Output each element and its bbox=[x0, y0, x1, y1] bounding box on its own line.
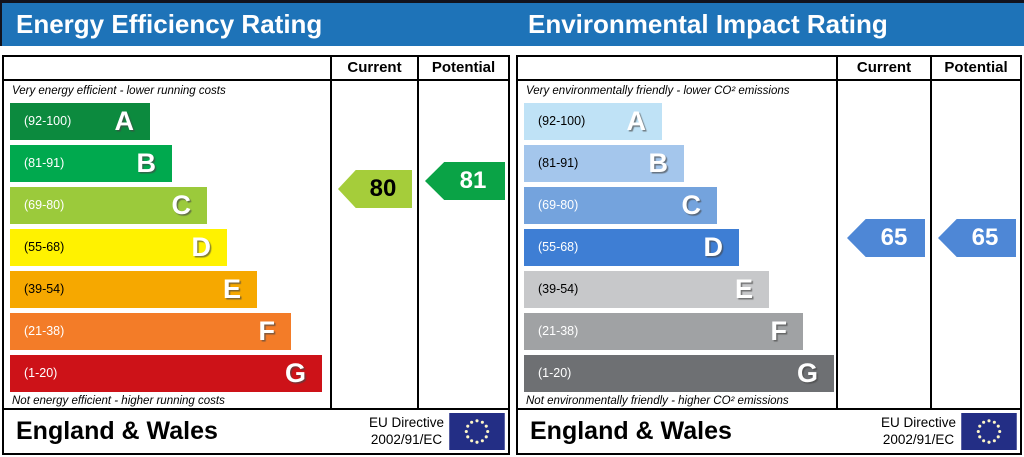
bottom-caption: Not environmentally friendly - higher CO… bbox=[526, 395, 789, 407]
rating-band-e: (39-54) E bbox=[524, 271, 769, 308]
region-label: England & Wales bbox=[16, 417, 218, 445]
bottom-caption: Not energy efficient - higher running co… bbox=[12, 395, 225, 407]
column-header-current: Current bbox=[856, 59, 912, 76]
footer-divider-line bbox=[4, 408, 508, 410]
column-header-potential: Potential bbox=[431, 59, 496, 76]
table-footer: England & Wales EU Directive 2002/91/EC bbox=[518, 410, 1020, 453]
environmental-impact-table: Current Potential Very environmentally f… bbox=[516, 55, 1022, 455]
table-footer: England & Wales EU Directive 2002/91/EC bbox=[4, 410, 508, 453]
band-range-label: (55-68) bbox=[24, 240, 65, 254]
footer-divider-line bbox=[518, 408, 1020, 410]
energy-efficiency-table: Current Potential Very energy efficient … bbox=[2, 55, 510, 455]
rating-band-c: (69-80) C bbox=[524, 187, 717, 224]
band-range-label: (1-20) bbox=[24, 366, 58, 380]
environmental-impact-title: Environmental Impact Rating bbox=[528, 9, 888, 39]
band-letter: D bbox=[191, 232, 212, 262]
potential-rating-value: 81 bbox=[459, 167, 487, 194]
band-letter: C bbox=[171, 190, 192, 220]
potential-rating-value: 65 bbox=[971, 224, 999, 251]
current-rating-arrow: 80 bbox=[338, 170, 412, 208]
rating-band-b: (81-91) B bbox=[524, 145, 684, 182]
band-range-label: (1-20) bbox=[538, 366, 572, 380]
band-letter: E bbox=[734, 274, 753, 304]
title-bar: Energy Efficiency Rating Environmental I… bbox=[0, 0, 1024, 46]
band-range-label: (39-54) bbox=[538, 282, 579, 296]
current-rating-value: 80 bbox=[369, 175, 397, 202]
top-caption: Very environmentally friendly - lower CO… bbox=[526, 85, 790, 97]
column-divider bbox=[836, 57, 838, 410]
band-range-label: (21-38) bbox=[538, 324, 579, 338]
header-divider-line bbox=[4, 79, 508, 81]
header-divider-line bbox=[518, 79, 1020, 81]
rating-band-a: (92-100) A bbox=[10, 103, 150, 140]
eu-directive-label: EU Directive 2002/91/EC bbox=[881, 414, 956, 448]
rating-band-g: (1-20) G bbox=[524, 355, 834, 392]
top-caption: Very energy efficient - lower running co… bbox=[12, 85, 226, 97]
band-letter: G bbox=[796, 358, 818, 388]
current-rating-value: 65 bbox=[880, 224, 908, 251]
column-header-current: Current bbox=[347, 59, 402, 76]
band-range-label: (92-100) bbox=[24, 114, 72, 128]
rating-bands: (92-100) A (81-91) B (69-80) C (55-68) D (39-54)… bbox=[4, 57, 508, 453]
band-letter: F bbox=[770, 316, 788, 346]
band-range-label: (69-80) bbox=[538, 198, 579, 212]
eu-flag-icon bbox=[449, 413, 505, 450]
band-range-label: (55-68) bbox=[538, 240, 579, 254]
column-divider bbox=[417, 57, 419, 410]
eu-directive-line2: 2002/91/EC bbox=[882, 432, 955, 447]
rating-band-b: (81-91) B bbox=[10, 145, 172, 182]
band-letter: B bbox=[136, 148, 157, 178]
rating-band-d: (55-68) D bbox=[524, 229, 739, 266]
band-range-label: (21-38) bbox=[24, 324, 65, 338]
column-divider bbox=[330, 57, 332, 410]
current-rating-arrow: 65 bbox=[847, 219, 925, 257]
band-letter: C bbox=[681, 190, 702, 220]
band-letter: G bbox=[284, 358, 306, 388]
rating-band-f: (21-38) F bbox=[524, 313, 803, 350]
band-letter: B bbox=[648, 148, 669, 178]
eu-directive-line2: 2002/91/EC bbox=[370, 432, 443, 447]
potential-rating-arrow: 65 bbox=[938, 219, 1016, 257]
region-label: England & Wales bbox=[530, 417, 732, 445]
column-divider bbox=[930, 57, 932, 410]
column-header-potential: Potential bbox=[944, 59, 1008, 76]
rating-band-d: (55-68) D bbox=[10, 229, 227, 266]
rating-band-g: (1-20) G bbox=[10, 355, 322, 392]
rating-band-a: (92-100) A bbox=[524, 103, 662, 140]
potential-rating-arrow: 81 bbox=[425, 162, 505, 200]
band-letter: A bbox=[114, 106, 135, 136]
eu-flag-icon bbox=[961, 413, 1017, 450]
rating-band-f: (21-38) F bbox=[10, 313, 291, 350]
band-letter: A bbox=[626, 106, 647, 136]
rating-band-c: (69-80) C bbox=[10, 187, 207, 224]
eu-directive-line1: EU Directive bbox=[368, 415, 444, 430]
eu-directive-label: EU Directive 2002/91/EC bbox=[369, 414, 444, 448]
energy-efficiency-title: Energy Efficiency Rating bbox=[16, 9, 323, 39]
band-range-label: (81-91) bbox=[538, 156, 579, 170]
rating-bands: (92-100) A (81-91) B (69-80) C (55-68) D (39-54)… bbox=[518, 57, 1020, 453]
band-range-label: (69-80) bbox=[24, 198, 65, 212]
rating-band-e: (39-54) E bbox=[10, 271, 257, 308]
band-letter: F bbox=[258, 316, 276, 346]
band-letter: E bbox=[222, 274, 241, 304]
band-range-label: (39-54) bbox=[24, 282, 65, 296]
band-range-label: (81-91) bbox=[24, 156, 65, 170]
eu-directive-line1: EU Directive bbox=[880, 415, 956, 430]
band-range-label: (92-100) bbox=[538, 114, 586, 128]
band-letter: D bbox=[703, 232, 724, 262]
